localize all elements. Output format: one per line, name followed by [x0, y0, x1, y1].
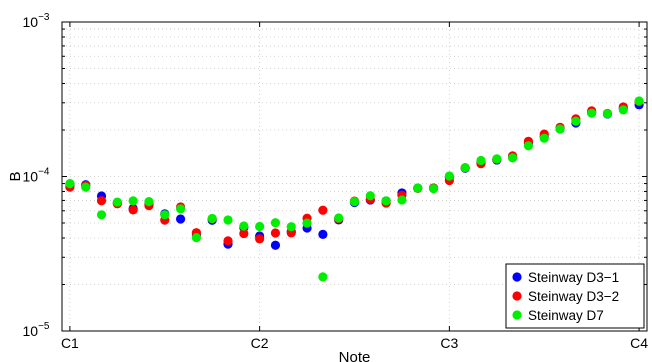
data-point — [602, 109, 613, 119]
data-point — [270, 228, 281, 238]
data-point — [207, 213, 217, 224]
x-tick-label: C2 — [251, 335, 269, 351]
series-1 — [65, 100, 644, 250]
data-point — [318, 229, 328, 239]
data-point — [191, 233, 201, 243]
data-point — [96, 210, 107, 220]
legend-marker — [512, 291, 522, 301]
data-point — [270, 240, 281, 250]
data-point — [255, 221, 265, 232]
data-point — [175, 214, 186, 224]
x-tick-label: C1 — [61, 335, 79, 351]
y-axis-label: B — [7, 171, 24, 181]
y-tick-label: 10−4 — [23, 167, 50, 185]
y-tick-label: 10−5 — [23, 321, 50, 339]
data-point — [144, 196, 154, 207]
data-point — [618, 105, 628, 115]
data-point — [413, 183, 423, 193]
data-point — [555, 124, 565, 134]
data-point — [476, 155, 486, 166]
data-point — [270, 218, 281, 228]
data-point — [397, 195, 407, 205]
data-point — [239, 228, 249, 239]
data-point — [255, 234, 265, 244]
legend: Steinway D3−1 Steinway D3−2 Steinway D7 — [505, 263, 645, 329]
legend-marker — [512, 272, 522, 282]
data-point — [160, 210, 170, 220]
data-point — [349, 196, 360, 207]
data-point — [334, 213, 344, 223]
data-point — [381, 196, 391, 206]
data-point — [571, 116, 581, 126]
legend-label: Steinway D7 — [528, 308, 604, 323]
data-point — [286, 222, 296, 232]
data-point — [508, 153, 518, 163]
data-point — [365, 191, 375, 201]
data-point — [634, 96, 644, 106]
data-point — [128, 205, 138, 215]
series-3 — [65, 96, 644, 282]
data-point — [539, 133, 549, 143]
data-point — [523, 141, 534, 151]
data-point — [65, 179, 75, 189]
legend-label: Steinway D3−1 — [528, 270, 619, 285]
data-point — [128, 196, 138, 206]
data-point — [302, 218, 312, 228]
data-point — [81, 182, 91, 192]
data-point — [112, 197, 122, 207]
data-point — [239, 221, 249, 231]
axis-ticks: C1 C2 C3 C4 10−5 10−4 10−3 — [23, 12, 649, 351]
legend-box — [505, 263, 645, 329]
data-point — [175, 204, 186, 214]
y-tick-label: 10−3 — [23, 12, 50, 30]
x-tick-label: C4 — [630, 335, 648, 351]
legend-marker — [512, 310, 522, 320]
data-point — [223, 236, 233, 246]
data-point — [318, 272, 328, 282]
data-point — [96, 196, 107, 206]
x-axis-label: Note — [339, 349, 371, 362]
legend-label: Steinway D3−2 — [528, 289, 619, 304]
data-points — [65, 96, 644, 282]
data-point — [460, 163, 470, 173]
data-point — [444, 171, 454, 181]
data-point — [318, 205, 328, 215]
x-tick-label: C3 — [440, 335, 458, 351]
data-point — [587, 108, 597, 118]
data-point — [428, 183, 439, 194]
data-point — [492, 154, 502, 164]
data-point — [223, 215, 233, 225]
